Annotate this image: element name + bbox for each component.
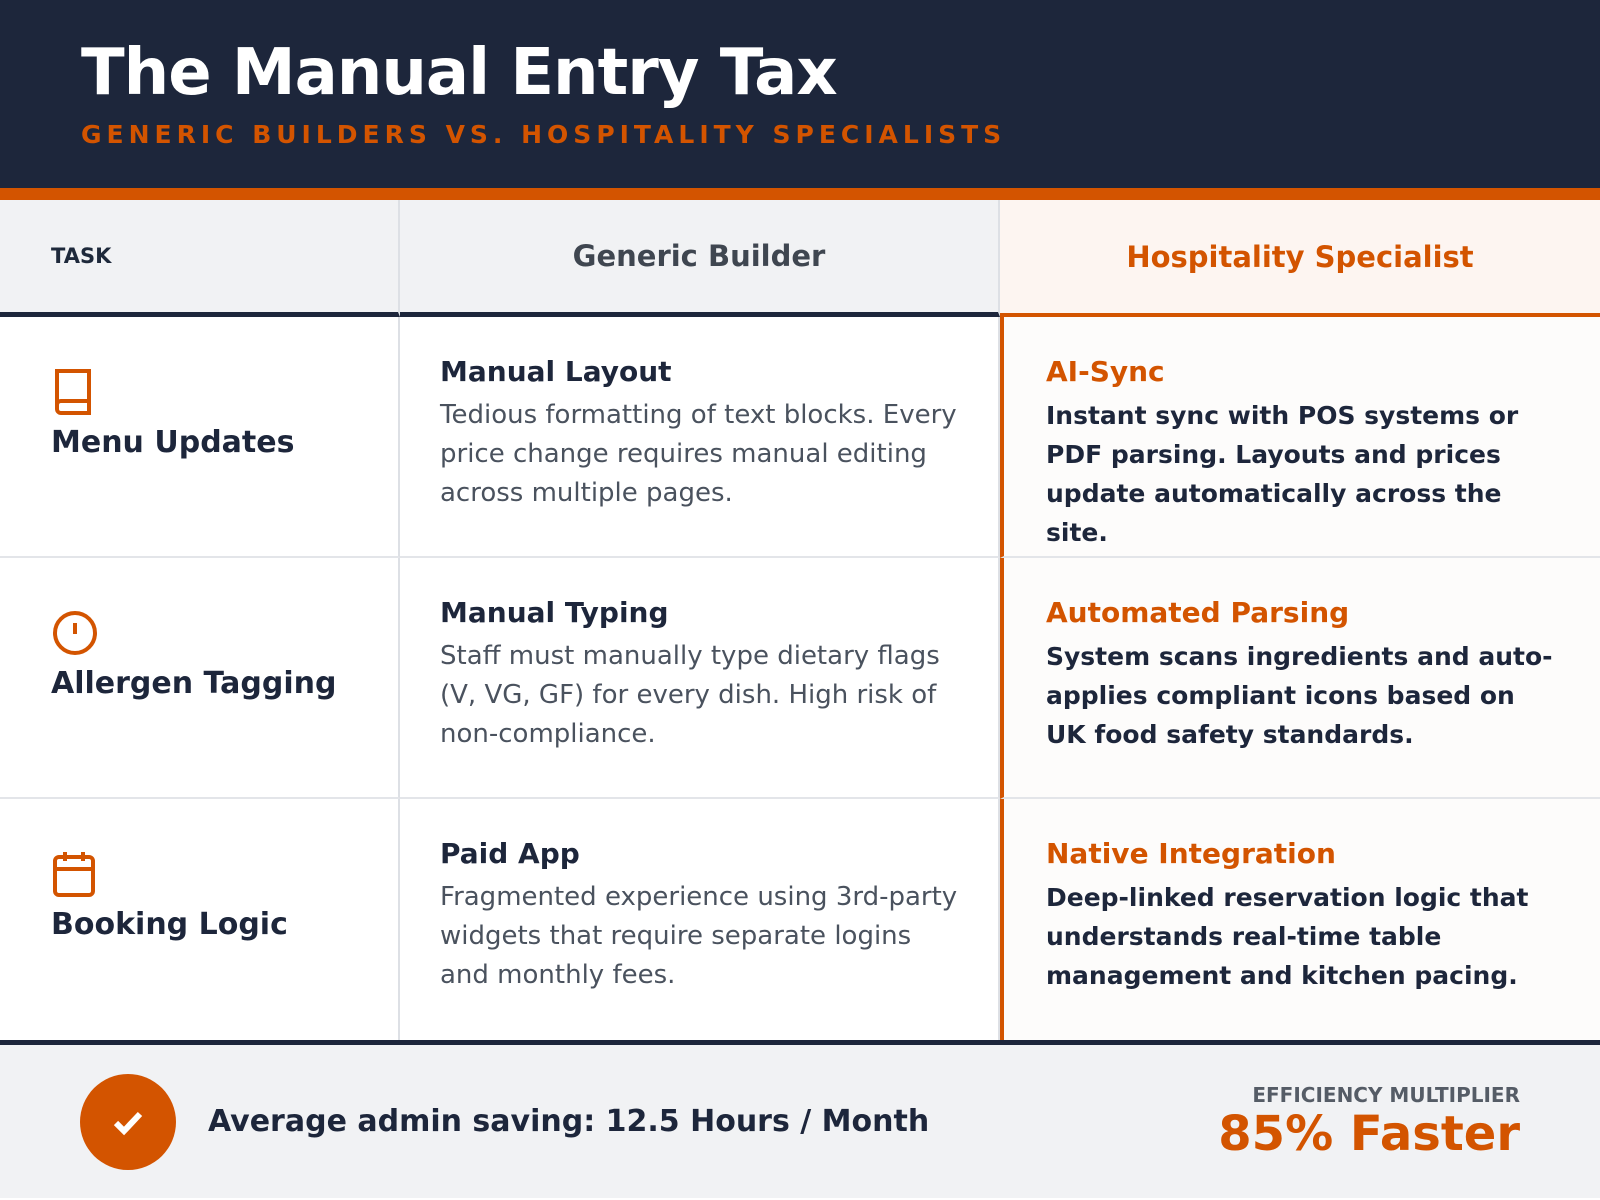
efficiency-value: 85% Faster	[1218, 1105, 1520, 1162]
calendar-icon	[53, 852, 95, 897]
task-name: Menu Updates	[51, 425, 295, 460]
alert-circle-icon	[53, 611, 97, 655]
header: The Manual Entry Tax GENERIC BUILDERS VS…	[0, 0, 1600, 188]
specialist-title: AI-Sync	[1046, 355, 1165, 388]
task-name: Allergen Tagging	[51, 666, 337, 701]
column-header-generic: Generic Builder	[400, 200, 1000, 317]
generic-desc: Tedious formatting of text blocks. Every…	[440, 400, 957, 508]
admin-saving-text: Average admin saving: 12.5 Hours / Month	[208, 1104, 930, 1139]
efficiency-block: EFFICIENCY MULTIPLIER 85% Faster	[1218, 1083, 1520, 1161]
generic-cell: Manual Layout Tedious formatting of text…	[400, 317, 1000, 558]
specialist-desc: Deep-linked reservation logic that under…	[1046, 883, 1529, 990]
generic-title: Paid App	[440, 837, 580, 870]
specialist-desc: System scans ingredients and auto-applie…	[1046, 642, 1553, 749]
specialist-title: Native Integration	[1046, 837, 1336, 870]
generic-title: Manual Layout	[440, 355, 672, 388]
accent-strip	[0, 188, 1600, 200]
specialist-cell: Automated Parsing System scans ingredien…	[1000, 558, 1600, 799]
column-header-task: TASK	[0, 200, 400, 317]
generic-cell: Paid App Fragmented experience using 3rd…	[400, 799, 1000, 1040]
page-subtitle: GENERIC BUILDERS VS. HOSPITALITY SPECIAL…	[81, 120, 1007, 149]
task-cell: Booking Logic	[0, 799, 400, 1040]
specialist-cell: Native Integration Deep-linked reservati…	[1000, 799, 1600, 1040]
generic-desc: Staff must manually type dietary flags (…	[440, 641, 940, 749]
task-cell: Allergen Tagging	[0, 558, 400, 799]
column-header-specialist: Hospitality Specialist	[1000, 200, 1600, 317]
generic-desc: Fragmented experience using 3rd-party wi…	[440, 882, 958, 990]
comparison-table: TASK Generic Builder Hospitality Special…	[0, 200, 1600, 1040]
specialist-cell: AI-Sync Instant sync with POS systems or…	[1000, 317, 1600, 558]
task-cell: Menu Updates	[0, 317, 400, 558]
specialist-desc: Instant sync with POS systems or PDF par…	[1046, 401, 1519, 547]
page-title: The Manual Entry Tax	[81, 36, 838, 110]
checkmark-icon	[80, 1073, 176, 1170]
efficiency-label: EFFICIENCY MULTIPLIER	[1252, 1082, 1520, 1107]
task-name: Booking Logic	[51, 907, 288, 942]
generic-title: Manual Typing	[440, 596, 669, 629]
book-icon	[55, 369, 91, 415]
generic-cell: Manual Typing Staff must manually type d…	[400, 558, 1000, 799]
specialist-title: Automated Parsing	[1046, 596, 1350, 629]
footer: Average admin saving: 12.5 Hours / Month…	[0, 1040, 1600, 1198]
